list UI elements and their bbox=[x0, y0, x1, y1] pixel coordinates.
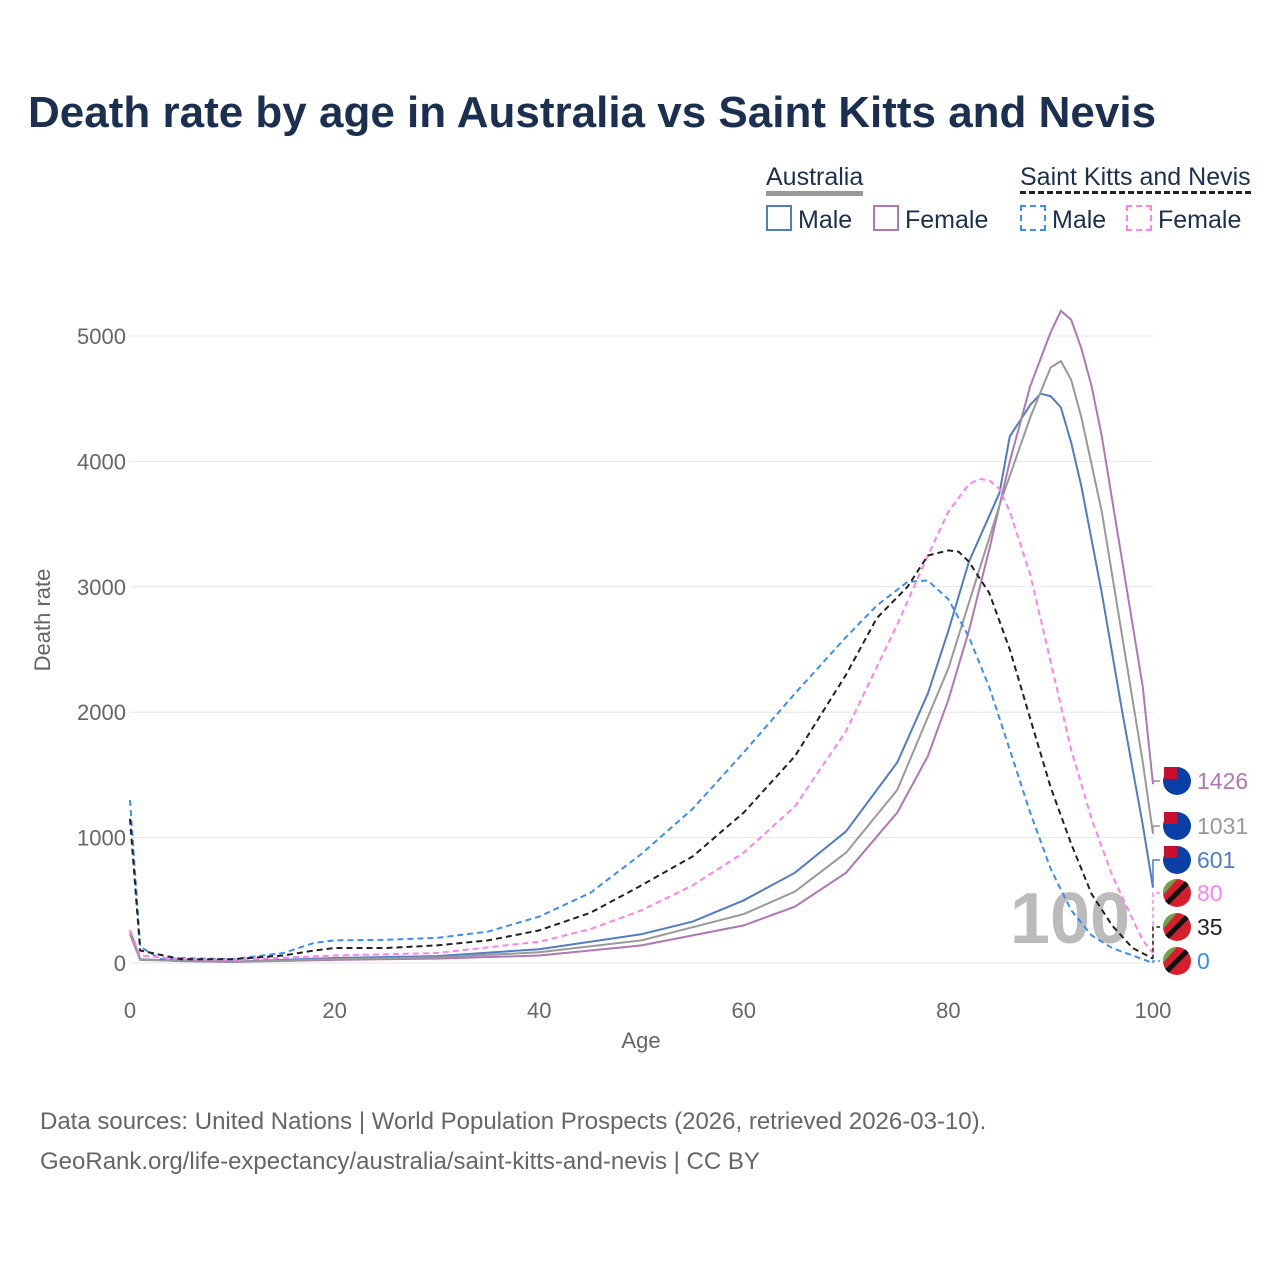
saint-kitts-flag-icon bbox=[1163, 913, 1177, 929]
x-tick-label: 60 bbox=[732, 998, 756, 1023]
legend-skn-male[interactable]: Male bbox=[1020, 205, 1106, 235]
label-connector bbox=[1152, 960, 1160, 963]
australia-flag-icon bbox=[1164, 846, 1177, 858]
x-tick-label: 40 bbox=[527, 998, 551, 1023]
saint-kitts-flag-icon bbox=[1165, 915, 1189, 939]
legend-swatch bbox=[1126, 205, 1152, 231]
legend-australia: Australia bbox=[766, 163, 864, 196]
y-tick-label: 2000 bbox=[77, 700, 126, 725]
saint-kitts-flag-icon bbox=[1165, 881, 1189, 905]
y-tick-label: 1000 bbox=[77, 826, 126, 851]
x-tick-label: 20 bbox=[322, 998, 346, 1023]
label-connector bbox=[1152, 780, 1160, 785]
saint-kitts-flag-icon bbox=[1165, 949, 1189, 973]
x-tick-label: 0 bbox=[124, 998, 136, 1023]
source-line-1: Data sources: United Nations | World Pop… bbox=[40, 1108, 987, 1135]
legend-au-female[interactable]: Female bbox=[873, 205, 988, 235]
y-tick-label: 3000 bbox=[77, 575, 126, 600]
end-value-label: 1031 bbox=[1197, 813, 1248, 839]
end-value-label: 0 bbox=[1197, 948, 1210, 974]
legend-swatch bbox=[1020, 205, 1046, 231]
label-connector bbox=[1152, 892, 1160, 953]
chart-title: Death rate by age in Australia vs Saint … bbox=[28, 88, 1157, 137]
legend-skn: Saint Kitts and Nevis bbox=[1020, 163, 1251, 194]
end-value-label: 601 bbox=[1197, 847, 1235, 873]
y-tick-label: 0 bbox=[114, 951, 126, 976]
saint-kitts-flag-icon bbox=[1163, 947, 1177, 963]
label-connector bbox=[1152, 926, 1160, 959]
legend-swatch bbox=[873, 205, 899, 231]
australia-flag-icon bbox=[1164, 767, 1177, 779]
end-value-label: 1426 bbox=[1197, 768, 1248, 794]
series-line bbox=[129, 392, 1154, 963]
series-line bbox=[129, 579, 1154, 964]
legend-label: Female bbox=[1158, 206, 1242, 234]
label-connector bbox=[1152, 825, 1160, 834]
australia-flag-icon bbox=[1164, 812, 1177, 824]
x-axis-label: Age bbox=[621, 1028, 660, 1053]
y-tick-label: 5000 bbox=[77, 324, 126, 349]
legend-swatch bbox=[766, 205, 792, 231]
end-value-label: 80 bbox=[1197, 880, 1223, 906]
source-line-2[interactable]: GeoRank.org/life-expectancy/australia/sa… bbox=[40, 1148, 760, 1175]
legend-au-male[interactable]: Male bbox=[766, 205, 852, 235]
end-value-label: 35 bbox=[1197, 914, 1223, 940]
series-line bbox=[129, 549, 1154, 961]
saint-kitts-flag-icon bbox=[1163, 879, 1177, 895]
x-tick-label: 80 bbox=[936, 998, 960, 1023]
y-axis-label: Death rate bbox=[30, 569, 55, 672]
legend-label: Male bbox=[1052, 206, 1107, 234]
y-tick-label: 4000 bbox=[77, 449, 126, 474]
label-connector bbox=[1152, 859, 1160, 888]
series-line bbox=[129, 359, 1154, 963]
legend-label: Male bbox=[798, 206, 853, 234]
legend-skn-female[interactable]: Female bbox=[1126, 205, 1241, 235]
x-tick-label: 100 bbox=[1135, 998, 1172, 1023]
series-line bbox=[129, 309, 1154, 964]
legend-label: Female bbox=[905, 206, 989, 234]
